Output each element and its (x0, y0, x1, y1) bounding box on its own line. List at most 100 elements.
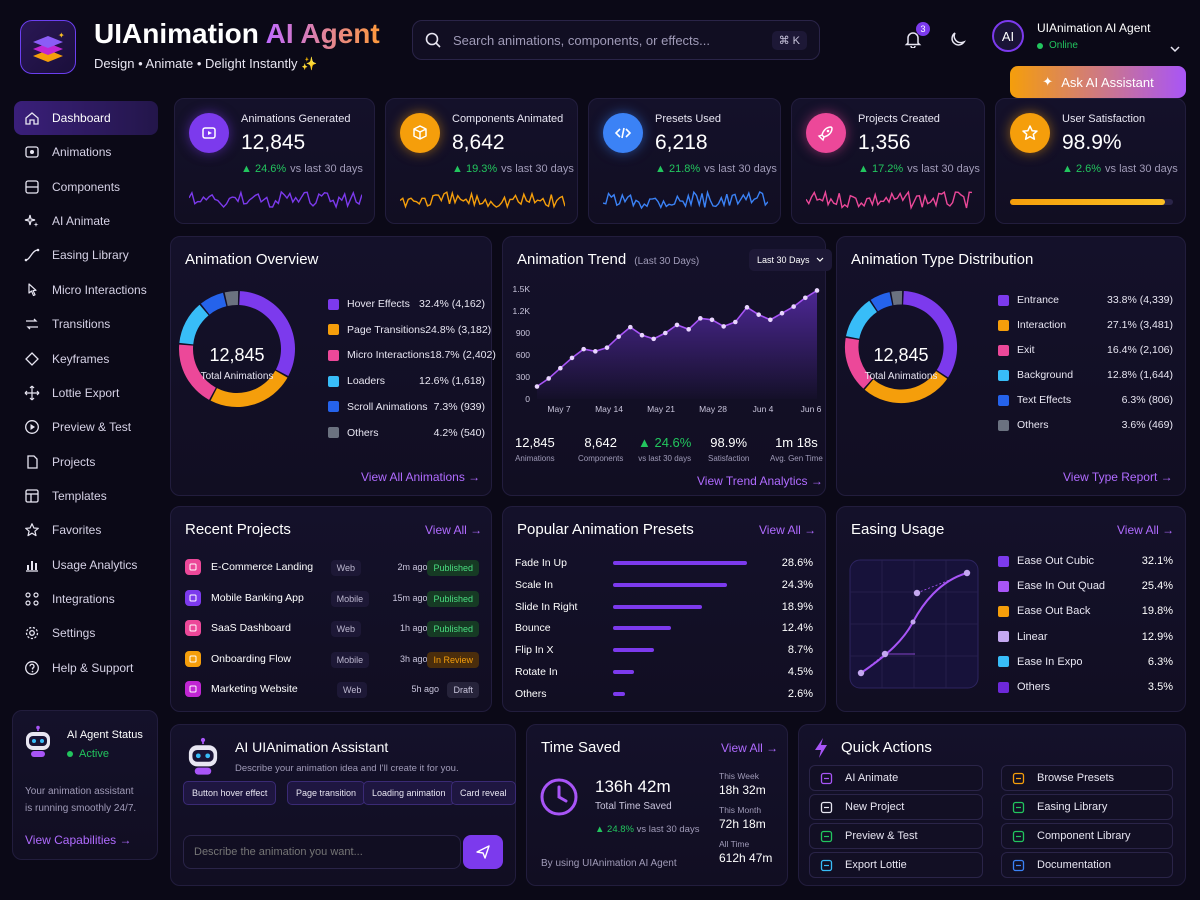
quick-action-easing-library[interactable]: Easing Library (1001, 794, 1173, 820)
sidebar-item-templates[interactable]: Templates (14, 479, 158, 513)
quick-action-new-project[interactable]: New Project (809, 794, 983, 820)
project-time: 1h ago (399, 623, 428, 633)
project-icon (185, 650, 201, 667)
sidebar-item-micro-interactions[interactable]: Micro Interactions (14, 273, 158, 307)
view-type-report-link[interactable]: View Type Report → (1063, 470, 1173, 484)
table-row[interactable]: Mobile Banking App Mobile 15m ago Published (185, 588, 479, 608)
stat-card[interactable]: Components Animated 8,642 ▲ 19.3% vs last 3… (385, 98, 578, 224)
quick-action-export-lottie[interactable]: Export Lottie (809, 852, 983, 878)
search-bar[interactable]: ⌘ K (412, 20, 820, 60)
view-trend-analytics-link[interactable]: View Trend Analytics → (697, 474, 823, 488)
suggestion-chip[interactable]: Loading animation (363, 781, 455, 805)
easing-row[interactable]: Linear 12.9% (998, 631, 1173, 643)
status-wrap: Draft (439, 680, 479, 698)
stat-card[interactable]: Presets Used 6,218 ▲ 21.8% vs last 30 days (588, 98, 781, 224)
preset-bar (613, 582, 727, 587)
preset-row[interactable]: Rotate In 4.5% (515, 664, 813, 680)
time-period: This Week 18h 32m (719, 771, 766, 797)
search-input[interactable] (453, 32, 760, 48)
y-tick-label: 0 (525, 394, 530, 404)
sidebar-item-integrations[interactable]: Integrations (14, 582, 158, 616)
stat-card[interactable]: User Satisfaction 98.9% ▲ 2.6% vs last 30 d… (995, 98, 1186, 224)
ask-ai-assistant-button[interactable]: ✦ Ask AI Assistant (1010, 66, 1186, 98)
easing-swatch (998, 605, 1009, 617)
time-period-value: 18h 32m (719, 783, 766, 797)
table-row[interactable]: Marketing Website Web 5h ago Draft (185, 679, 479, 699)
preset-row[interactable]: Flip In X 8.7% (515, 642, 813, 658)
moon-icon (951, 32, 966, 46)
stat-card[interactable]: Projects Created 1,356 ▲ 17.2% vs last 30 d… (791, 98, 985, 224)
transition-icon (24, 316, 40, 332)
preset-row[interactable]: Others 2.6% (515, 686, 813, 702)
easing-row[interactable]: Ease In Out Quad 25.4% (998, 580, 1173, 592)
table-row[interactable]: Onboarding Flow Mobile 3h ago In Review (185, 649, 479, 669)
sidebar-item-help-support[interactable]: Help & Support (14, 651, 158, 685)
stat-label: Animations Generated (241, 113, 351, 125)
preset-row[interactable]: Bounce 12.4% (515, 620, 813, 636)
assistant-prompt-input[interactable] (194, 846, 460, 858)
easing-row[interactable]: Others 3.5% (998, 681, 1173, 693)
quick-action-component-library[interactable]: Component Library (1001, 823, 1173, 849)
chevron-down-icon (816, 257, 823, 262)
easing-view-all-link[interactable]: View All → (1117, 523, 1175, 537)
trend-point (779, 310, 785, 316)
sidebar-item-components[interactable]: Components (14, 170, 158, 204)
donut-segment-page-transitions (210, 370, 288, 407)
suggestion-chip[interactable]: Button hover effect (183, 781, 277, 805)
recent-projects-card: Recent Projects View All → E-Commerce La… (170, 506, 492, 712)
quick-action-documentation[interactable]: Documentation (1001, 852, 1173, 878)
sidebar-item-usage-analytics[interactable]: Usage Analytics (14, 548, 158, 582)
keyframe-icon (24, 351, 40, 367)
legend-value: 18.7% (2,402) (429, 349, 496, 362)
status-wrap: Published (427, 558, 479, 576)
sidebar-item-projects[interactable]: Projects (14, 445, 158, 479)
avatar[interactable]: AI (992, 20, 1024, 52)
preset-name: Others (515, 687, 547, 700)
sidebar-item-lottie-export[interactable]: Lottie Export (14, 376, 158, 410)
stat-sparkline (806, 189, 972, 210)
suggestion-chip[interactable]: Card reveal (451, 781, 516, 805)
presets-view-all-link[interactable]: View All → (759, 523, 817, 537)
trend-range-select[interactable]: Last 30 Days (749, 249, 832, 271)
time-saved-view-all-link[interactable]: View All → (721, 741, 779, 755)
assistant-send-button[interactable] (463, 835, 503, 869)
trend-point (721, 324, 726, 329)
theme-toggle[interactable] (945, 26, 971, 52)
sidebar-item-preview-test[interactable]: Preview & Test (14, 410, 158, 444)
notifications-button[interactable]: 3 (900, 22, 930, 52)
sidebar-item-easing-library[interactable]: Easing Library (14, 238, 158, 272)
stat-value: 1,356 (858, 131, 911, 154)
table-row[interactable]: SaaS Dashboard Web 1h ago Published (185, 618, 479, 638)
status-badge: Published (427, 590, 479, 607)
sidebar-item-label: Templates (52, 488, 107, 503)
sidebar-item-dashboard[interactable]: Dashboard (14, 101, 158, 135)
quick-action-browse-presets[interactable]: Browse Presets (1001, 765, 1173, 791)
preset-row[interactable]: Scale In 24.3% (515, 577, 813, 593)
sidebar-item-keyframes[interactable]: Keyframes (14, 342, 158, 376)
quick-actions-title: Quick Actions (841, 739, 932, 756)
sidebar-item-label: Components (52, 179, 121, 194)
user-menu-toggle[interactable] (1170, 40, 1180, 58)
view-capabilities-link[interactable]: View Capabilities → (25, 833, 132, 847)
overview-title: Animation Overview (185, 251, 319, 268)
quick-action-ai-animate[interactable]: AI Animate (809, 765, 983, 791)
y-tick-label: 600 (516, 350, 530, 360)
view-all-animations-link[interactable]: View All Animations → (361, 470, 481, 484)
suggestion-chip[interactable]: Page transition (287, 781, 366, 805)
sidebar-item-settings[interactable]: Settings (14, 616, 158, 650)
recent-view-all-link[interactable]: View All → (425, 523, 483, 537)
easing-row[interactable]: Ease Out Back 19.8% (998, 605, 1173, 617)
sidebar-item-ai-animate[interactable]: AI Animate (14, 204, 158, 238)
sidebar-item-animations[interactable]: Animations (14, 135, 158, 169)
quick-action-preview-test[interactable]: Preview & Test (809, 823, 983, 849)
easing-swatch (998, 555, 1009, 567)
easing-row[interactable]: Ease In Expo 6.3% (998, 656, 1173, 668)
stat-card[interactable]: Animations Generated 12,845 ▲ 24.6% vs last… (174, 98, 375, 224)
sidebar-item-transitions[interactable]: Transitions (14, 307, 158, 341)
preset-row[interactable]: Fade In Up 28.6% (515, 555, 813, 571)
table-row[interactable]: E-Commerce Landing Web 2m ago Published (185, 557, 479, 577)
sidebar-item-favorites[interactable]: Favorites (14, 513, 158, 547)
easing-row[interactable]: Ease Out Cubic 32.1% (998, 555, 1173, 567)
trend-point (616, 334, 621, 339)
preset-row[interactable]: Slide In Right 18.9% (515, 599, 813, 615)
